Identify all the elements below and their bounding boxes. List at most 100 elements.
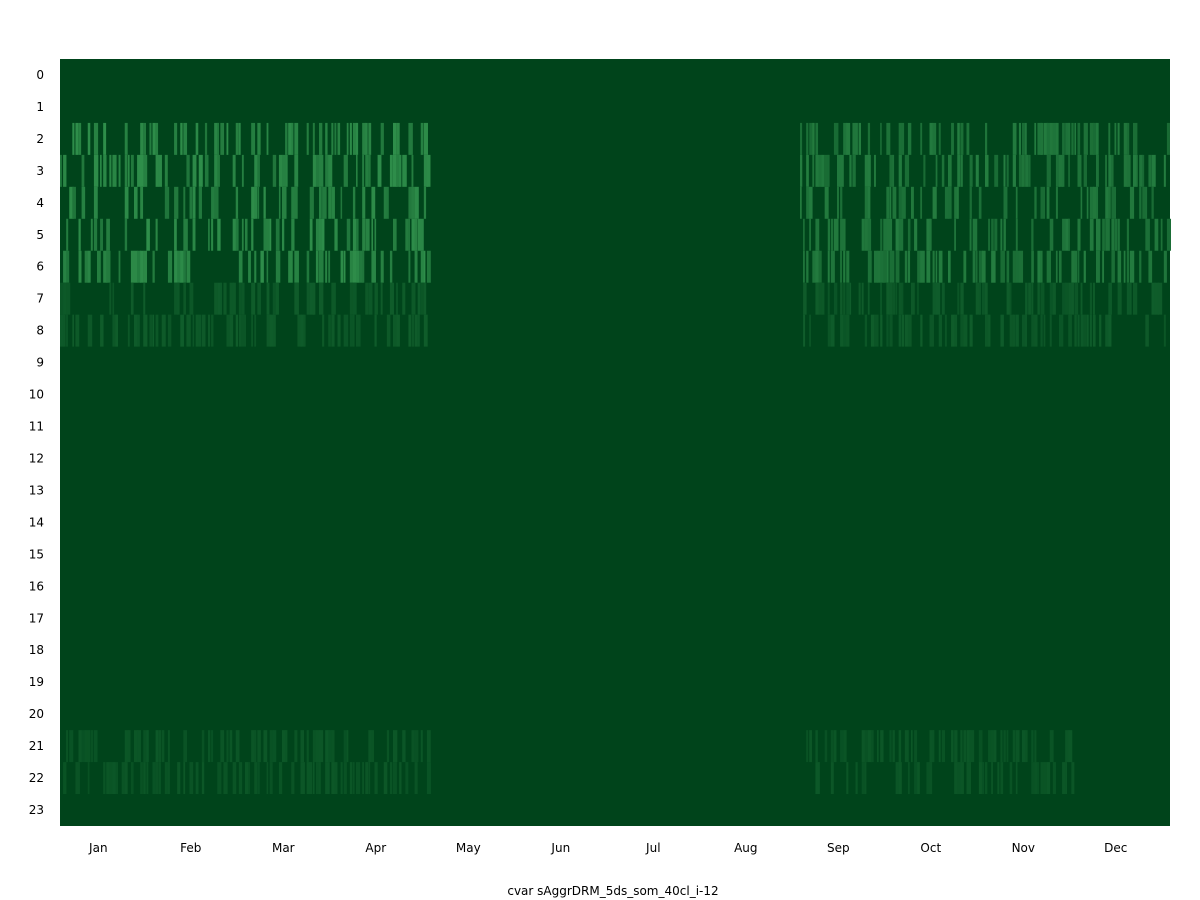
heatmap-cell (864, 218, 870, 251)
heatmap-cell (420, 730, 423, 763)
heatmap-cell (214, 154, 219, 187)
heatmap-cell (1031, 218, 1034, 251)
heatmap-cell (235, 186, 239, 219)
heatmap-cell (985, 122, 988, 155)
heatmap-cell (846, 282, 850, 315)
heatmap-cell (340, 762, 343, 795)
heatmap-cell (84, 250, 89, 283)
heatmap-cell (137, 730, 141, 763)
heatmap-cell (1096, 154, 1099, 187)
y-tick-label: 2 (36, 132, 44, 146)
heatmap-cell (251, 186, 256, 219)
heatmap-cell (1102, 250, 1105, 283)
heatmap-cell (938, 250, 943, 283)
heatmap-cell (217, 218, 221, 251)
heatmap-cell (238, 762, 243, 795)
heatmap-cell (833, 730, 837, 763)
y-tick-label: 4 (36, 196, 44, 210)
heatmap-cell (1092, 282, 1095, 315)
heatmap-cell (1126, 250, 1130, 283)
heatmap-cell (167, 250, 173, 283)
heatmap-cell (180, 122, 183, 155)
heatmap-cell (356, 218, 359, 251)
heatmap-cell (1129, 282, 1132, 315)
heatmap-cell (124, 730, 129, 763)
heatmap-cell (306, 282, 310, 315)
heatmap-cell (1123, 122, 1128, 155)
heatmap-cell (174, 250, 179, 283)
heatmap-cell (103, 122, 107, 155)
heatmap-cell (1062, 762, 1066, 795)
heatmap-cell (929, 762, 933, 795)
heatmap-cell (143, 122, 146, 155)
heatmap-cell (1129, 186, 1135, 219)
heatmap-cell (994, 218, 998, 251)
heatmap-cell (1000, 762, 1004, 795)
heatmap-cell (177, 762, 181, 795)
heatmap-cell (1065, 730, 1070, 763)
heatmap-cell (365, 154, 369, 187)
heatmap-cell (935, 282, 941, 315)
heatmap-cell (331, 282, 336, 315)
heatmap-cell (362, 218, 365, 251)
heatmap-cell (282, 730, 287, 763)
heatmap-cell (1055, 186, 1058, 219)
heatmap-cell (843, 250, 846, 283)
heatmap-cell (846, 762, 849, 795)
heatmap-cell (81, 186, 86, 219)
heatmap-cell (966, 122, 970, 155)
y-tick-label: 0 (36, 68, 44, 82)
heatmap-cell (365, 218, 370, 251)
heatmap-cell (1059, 314, 1064, 347)
heatmap-cell (837, 154, 842, 187)
heatmap-cell (809, 218, 811, 251)
heatmap-cell (174, 282, 179, 315)
heatmap-cell (78, 218, 81, 251)
heatmap-cell (1040, 282, 1045, 315)
heatmap-cell (806, 122, 809, 155)
heatmap-cell (192, 314, 195, 347)
heatmap-cell (852, 154, 856, 187)
heatmap-cell (1037, 250, 1041, 283)
heatmap-cell (180, 250, 184, 283)
heatmap-cell (241, 154, 244, 187)
heatmap-cell (1074, 250, 1078, 283)
heatmap-cell (100, 154, 102, 187)
heatmap-cell (1142, 154, 1145, 187)
heatmap-cell (852, 122, 856, 155)
heatmap-cell (1102, 218, 1105, 251)
heatmap-cell (1022, 730, 1026, 763)
y-tick-label: 16 (29, 579, 44, 593)
heatmap-cell (380, 250, 384, 283)
heatmap-cell (312, 154, 317, 187)
heatmap-cell (1046, 250, 1052, 283)
x-tick-label: Nov (1012, 841, 1035, 855)
heatmap-cell (898, 762, 902, 795)
heatmap-cell (889, 730, 892, 763)
heatmap-cell (911, 186, 914, 219)
heatmap-cell (898, 218, 904, 251)
heatmap-cell (1068, 282, 1072, 315)
heatmap-cell (103, 154, 107, 187)
heatmap-cell (402, 730, 406, 763)
heatmap-cell (63, 154, 67, 187)
heatmap-cell (1117, 250, 1122, 283)
heatmap-cell (266, 250, 269, 283)
heatmap-cell (1092, 186, 1098, 219)
heatmap-cell (143, 154, 148, 187)
heatmap-cell (349, 314, 354, 347)
heatmap-cell (1000, 218, 1003, 251)
heatmap-cell (232, 282, 236, 315)
heatmap-cell (275, 250, 281, 283)
heatmap-cell (272, 314, 276, 347)
heatmap-cell (322, 218, 325, 251)
heatmap-cell (362, 154, 365, 187)
heatmap-cell (815, 730, 818, 763)
heatmap-cell (346, 122, 349, 155)
heatmap-cell (1049, 218, 1054, 251)
heatmap-cell (1003, 730, 1006, 763)
heatmap-cell (874, 154, 876, 187)
heatmap-cell (374, 762, 378, 795)
heatmap-cell (127, 154, 130, 187)
heatmap-cell (932, 730, 935, 763)
